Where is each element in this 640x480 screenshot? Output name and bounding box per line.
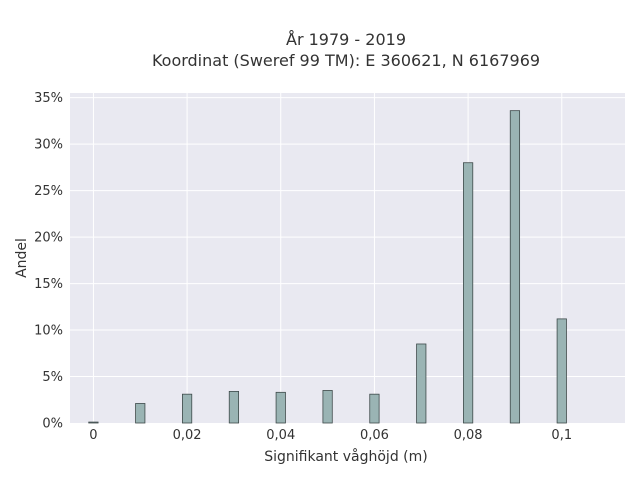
bar: [509, 110, 521, 424]
y-axis-label: Andel: [14, 238, 30, 278]
bar: [369, 393, 380, 424]
y-tick-label: 5%: [42, 370, 63, 385]
bar: [88, 421, 99, 424]
plot-area: [70, 93, 625, 423]
y-tick-label: 0%: [42, 417, 63, 432]
bars: [88, 110, 567, 424]
bar: [556, 318, 567, 424]
y-axis-ticks: 0% 5% 10% 15% 20% 25% 30% 35%: [34, 91, 63, 431]
bar: [275, 391, 286, 424]
y-tick-label: 35%: [34, 91, 63, 106]
bar: [182, 393, 193, 424]
bar: [135, 403, 146, 424]
y-tick-label: 15%: [34, 277, 63, 292]
bar: [416, 343, 427, 424]
y-tick-label: 10%: [34, 324, 63, 339]
bar: [322, 390, 333, 424]
x-tick-label: 0,04: [266, 428, 295, 443]
x-axis-label: Signifikant våghöjd (m): [264, 448, 427, 465]
chart-title: År 1979 - 2019: [286, 30, 406, 49]
y-tick-label: 20%: [34, 231, 63, 246]
x-tick-label: 0,06: [360, 428, 389, 443]
y-tick-label: 25%: [34, 184, 63, 199]
x-axis-ticks: 0 0,02 0,04 0,06 0,08 0,1: [89, 428, 572, 443]
x-tick-label: 0: [89, 428, 97, 443]
bar: [463, 162, 474, 424]
y-tick-label: 30%: [34, 138, 63, 153]
x-tick-label: 0,1: [551, 428, 572, 443]
chart-subtitle: Koordinat (Sweref 99 TM): E 360621, N 61…: [152, 51, 540, 70]
bar: [228, 390, 240, 424]
x-tick-label: 0,02: [173, 428, 202, 443]
x-tick-label: 0,08: [454, 428, 483, 443]
